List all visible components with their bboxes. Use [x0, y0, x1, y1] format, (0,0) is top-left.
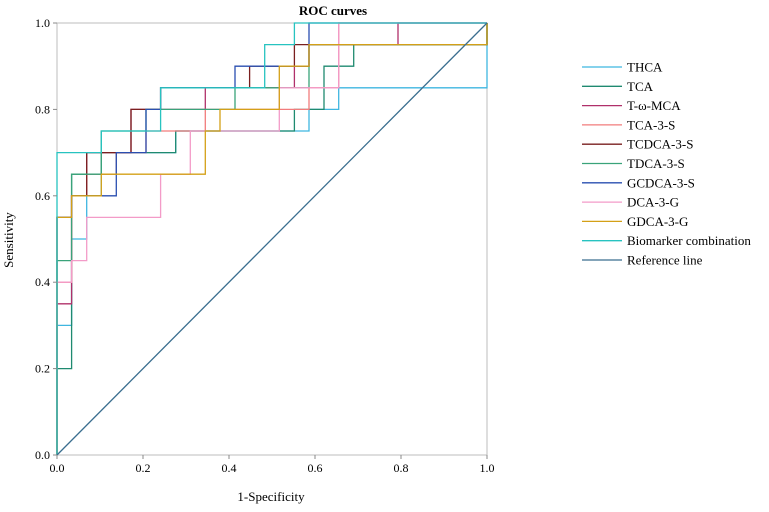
- x-axis-ticks: 0.0 0.2 0.4 0.6 0.8 1.0: [50, 455, 495, 475]
- y-axis-ticks: 0.0 0.2 0.4 0.6 0.8 1.0: [35, 16, 57, 462]
- legend-label: GDCA-3-G: [627, 214, 688, 229]
- legend: THCA TCA T-ω-MCA TCA-3-S TCDCA-3-S TDCA-3-S GC…: [582, 60, 751, 268]
- legend-label: DCA-3-G: [627, 195, 679, 210]
- y-axis-title: Sensitivity: [1, 212, 16, 268]
- chart-title: ROC curves: [299, 3, 367, 18]
- legend-label: GCDCA-3-S: [627, 175, 695, 190]
- y-tick-label: 0.2: [35, 362, 50, 376]
- legend-label: TDCA-3-S: [627, 156, 685, 171]
- y-tick-label: 0.4: [35, 275, 50, 289]
- legend-label: TCA: [627, 79, 654, 94]
- x-axis-title: 1-Specificity: [237, 489, 305, 504]
- x-tick-label: 0.0: [50, 461, 65, 475]
- legend-label: TCA-3-S: [627, 117, 675, 132]
- plot-area: [56, 22, 488, 456]
- roc-line-gdca-3-g: [56, 23, 488, 455]
- roc-line-reference-line: [56, 22, 488, 456]
- legend-label: Reference line: [627, 253, 703, 268]
- y-tick-label: 1.0: [35, 16, 50, 30]
- y-tick-label: 0.6: [35, 189, 50, 203]
- x-tick-label: 1.0: [480, 461, 495, 475]
- y-tick-label: 0.0: [35, 448, 50, 462]
- x-tick-label: 0.8: [394, 461, 409, 475]
- x-tick-label: 0.2: [136, 461, 151, 475]
- legend-label: TCDCA-3-S: [627, 137, 693, 152]
- legend-label: T-ω-MCA: [627, 98, 681, 113]
- y-tick-label: 0.8: [35, 102, 50, 116]
- x-tick-label: 0.4: [222, 461, 237, 475]
- roc-line-biomarker-combination: [56, 22, 487, 455]
- legend-label: THCA: [627, 60, 663, 75]
- legend-label: Biomarker combination: [627, 233, 751, 248]
- x-tick-label: 0.6: [308, 461, 323, 475]
